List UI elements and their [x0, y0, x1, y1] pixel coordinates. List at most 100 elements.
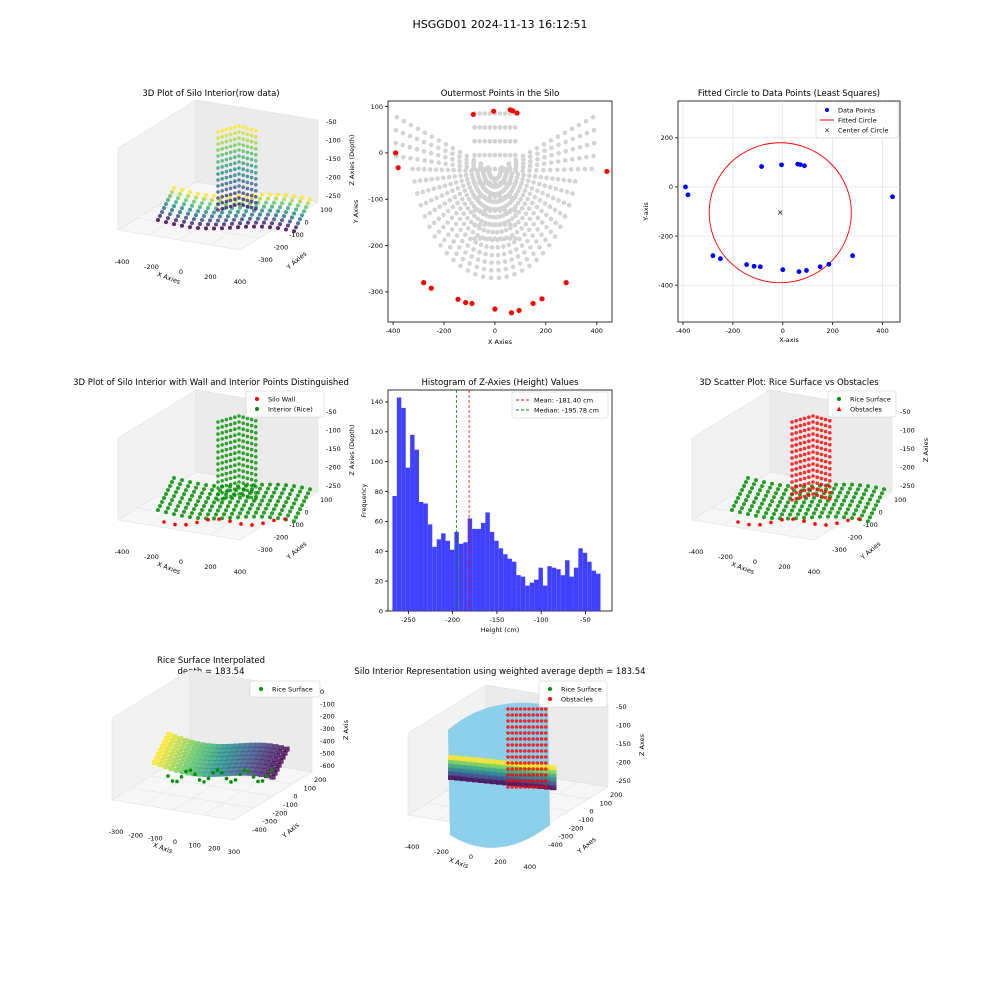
data-point — [520, 153, 526, 159]
histogram-bar — [503, 554, 508, 611]
legend-label: Data Points — [838, 107, 876, 115]
data-point — [811, 480, 815, 484]
obstacle-point — [510, 725, 514, 729]
data-point — [228, 174, 233, 179]
data-point — [206, 495, 210, 500]
obstacle-point — [514, 707, 519, 711]
data-point — [756, 492, 760, 497]
data-point — [224, 205, 229, 210]
data-point — [575, 166, 581, 172]
obstacle-point — [535, 725, 540, 729]
data-point — [519, 206, 525, 211]
data-point — [828, 455, 832, 459]
data-point — [472, 180, 477, 186]
obstacle-point — [514, 713, 519, 717]
data-point — [228, 446, 233, 451]
data-point — [233, 433, 237, 438]
surface-patch — [192, 745, 198, 751]
obstacle-point — [523, 761, 527, 765]
data-point — [170, 779, 175, 783]
surface-patch — [230, 770, 237, 776]
data-point — [270, 494, 274, 499]
histogram-bar — [485, 512, 490, 611]
data-point — [216, 438, 220, 442]
legend-box — [249, 680, 321, 698]
data-point — [501, 251, 507, 257]
surface-patch — [269, 774, 276, 780]
data-point — [220, 201, 224, 205]
data-point — [256, 779, 260, 784]
data-point — [519, 243, 525, 248]
data-point — [561, 177, 567, 183]
data-point — [254, 165, 258, 169]
surface-patch — [502, 768, 509, 774]
data-point — [224, 127, 229, 132]
data-point — [502, 139, 508, 144]
data-point — [245, 132, 250, 137]
obstacle-point — [539, 707, 544, 711]
data-point — [794, 500, 798, 505]
data-point — [174, 200, 178, 205]
data-point — [232, 507, 236, 512]
obstacle-point — [544, 743, 548, 747]
data-point — [249, 163, 254, 168]
data-point — [874, 503, 878, 508]
data-point — [216, 148, 220, 152]
surface-patch — [220, 747, 226, 753]
data-point — [240, 507, 244, 512]
data-point — [266, 502, 270, 507]
data-point — [228, 500, 232, 505]
x-tick-label: -100 — [148, 835, 163, 843]
data-point — [826, 261, 832, 267]
data-point — [294, 207, 298, 212]
obstacle-point — [527, 761, 531, 765]
data-point — [794, 455, 798, 459]
surface-patch — [185, 770, 192, 776]
data-point — [502, 194, 508, 200]
data-point — [437, 204, 443, 210]
data-point — [245, 150, 250, 155]
data-point — [226, 214, 230, 219]
wall-point — [780, 517, 784, 522]
x-tick-label: 0 — [781, 327, 785, 335]
data-point — [778, 483, 782, 488]
data-point — [450, 188, 455, 194]
obstacle-point — [527, 767, 531, 771]
obstacle-point — [535, 719, 540, 723]
data-point — [237, 414, 241, 418]
obstacle-point — [514, 719, 519, 723]
data-point — [583, 118, 589, 124]
data-point — [442, 154, 448, 160]
obstacle-point — [544, 761, 548, 765]
data-point — [764, 511, 768, 516]
data-point — [577, 144, 583, 150]
data-point — [710, 253, 716, 259]
data-point — [248, 216, 252, 221]
data-point — [466, 196, 472, 202]
data-point — [200, 491, 204, 496]
data-point — [244, 209, 248, 214]
data-point — [198, 205, 202, 210]
data-point — [794, 473, 798, 477]
surface-patch — [171, 748, 178, 754]
data-point — [188, 190, 192, 195]
z-axis-label: Z Axis — [342, 719, 350, 740]
data-point — [254, 443, 258, 447]
data-point — [460, 256, 466, 262]
data-point — [190, 493, 194, 498]
data-point — [252, 514, 256, 519]
data-point — [451, 257, 456, 263]
data-point — [823, 471, 828, 476]
data-point — [254, 147, 258, 151]
data-point — [472, 139, 477, 144]
data-point — [823, 423, 828, 428]
surface-patch — [454, 763, 461, 769]
data-point — [296, 203, 300, 208]
data-point — [802, 488, 807, 493]
z-tick-label: 0 — [320, 688, 324, 696]
data-point — [487, 152, 493, 158]
data-point — [272, 217, 276, 222]
x-tick-label: 0 — [173, 838, 177, 846]
data-point — [282, 504, 286, 509]
surface-patch — [159, 758, 166, 764]
